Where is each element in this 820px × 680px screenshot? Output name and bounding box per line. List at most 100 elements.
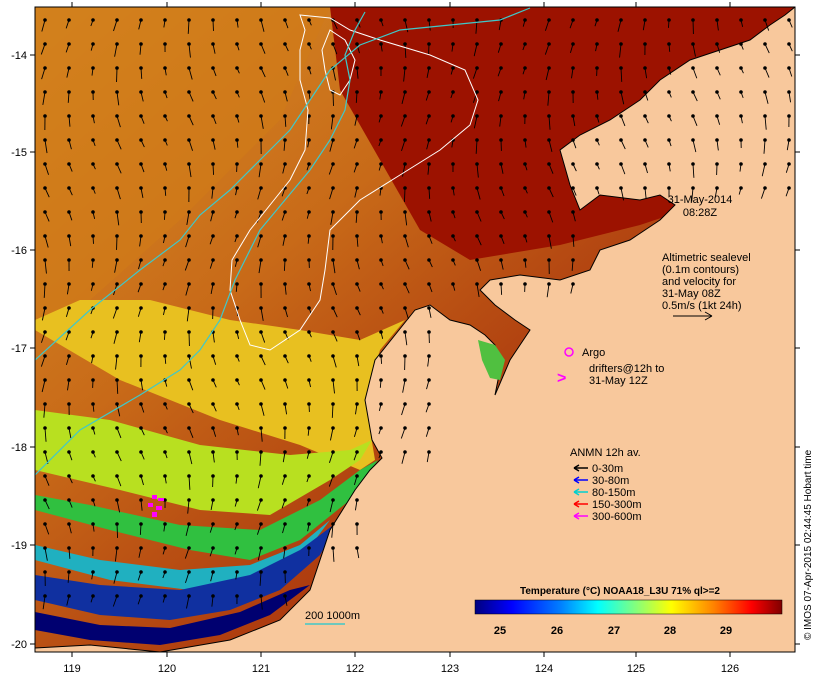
velocity-arrow	[402, 379, 406, 393]
velocity-arrow-dot	[427, 162, 431, 166]
velocity-arrow-dot	[283, 210, 287, 214]
velocity-arrow	[68, 547, 71, 559]
velocity-arrow-dot	[67, 138, 71, 142]
velocity-arrow-dot	[595, 114, 599, 118]
velocity-arrow-dot	[451, 18, 455, 22]
velocity-arrow	[188, 43, 191, 58]
velocity-arrow-dot	[763, 90, 767, 94]
velocity-arrow	[44, 523, 50, 535]
drifter-tracks	[148, 495, 164, 517]
velocity-arrow-dot	[355, 330, 359, 334]
velocity-arrow	[260, 595, 263, 610]
velocity-arrow-dot	[619, 162, 623, 166]
velocity-arrow-dot	[787, 186, 791, 190]
y-tick-label: -16	[11, 245, 27, 257]
velocity-arrow-dot	[91, 522, 95, 526]
velocity-arrow-dot	[163, 18, 167, 22]
x-tick-label: 119	[63, 663, 81, 675]
velocity-arrow-dot	[235, 210, 239, 214]
velocity-arrow-dot	[91, 42, 95, 46]
velocity-arrow-dot	[331, 330, 335, 334]
velocity-arrow-dot	[523, 114, 527, 118]
velocity-arrow	[329, 451, 334, 463]
velocity-arrow-dot	[115, 354, 119, 358]
velocity-arrow-dot	[139, 330, 143, 334]
velocity-arrow-dot	[187, 282, 191, 286]
velocity-arrow-dot	[259, 450, 263, 454]
velocity-arrow-dot	[427, 234, 431, 238]
velocity-arrow-dot	[235, 330, 239, 334]
velocity-arrow-dot	[427, 18, 431, 22]
isobath-1000m	[35, 7, 531, 361]
velocity-arrow-dot	[427, 330, 431, 334]
velocity-arrow-dot	[379, 162, 383, 166]
velocity-arrow-dot	[91, 18, 95, 22]
velocity-arrow-dot	[67, 306, 71, 310]
velocity-arrow-dot	[43, 450, 47, 454]
velocity-arrow-dot	[499, 42, 503, 46]
velocity-arrow	[620, 163, 626, 175]
velocity-arrow-dot	[67, 258, 71, 262]
velocity-arrow-dot	[643, 66, 647, 70]
velocity-arrow-dot	[547, 210, 551, 214]
velocity-arrow-dot	[427, 306, 431, 310]
velocity-arrow	[329, 427, 334, 441]
velocity-arrow-dot	[331, 234, 335, 238]
velocity-arrow-dot	[451, 258, 455, 262]
velocity-arrow-dot	[91, 570, 95, 574]
velocity-arrow-dot	[211, 450, 215, 454]
peninsula-green	[478, 340, 505, 380]
velocity-arrow	[43, 403, 46, 418]
velocity-arrow-dot	[115, 402, 119, 406]
velocity-arrow	[185, 283, 190, 296]
velocity-arrow-dot	[211, 402, 215, 406]
velocity-arrow-dot	[307, 42, 311, 46]
velocity-arrow	[67, 91, 70, 103]
velocity-arrow	[44, 547, 48, 561]
velocity-arrow	[41, 307, 46, 321]
velocity-arrow-dot	[739, 42, 743, 46]
y-axis: -14 -15 -16 -17 -18 -19 -20	[11, 50, 800, 651]
velocity-arrow-dot	[763, 138, 767, 142]
velocity-arrow-dot	[691, 138, 695, 142]
velocity-arrow	[330, 211, 334, 225]
velocity-arrow-dot	[331, 138, 335, 142]
velocity-arrow-dot	[307, 354, 311, 358]
velocity-arrow	[188, 355, 192, 369]
velocity-arrow	[184, 547, 190, 559]
velocity-arrow-dot	[523, 186, 527, 190]
velocity-arrow-dot	[211, 210, 215, 214]
velocity-arrow-dot	[331, 306, 335, 310]
velocity-arrow-dot	[235, 18, 239, 22]
velocity-arrow-dot	[475, 66, 479, 70]
velocity-arrow-dot	[211, 498, 215, 502]
velocity-arrow-dot	[91, 114, 95, 118]
velocity-arrow	[764, 91, 769, 104]
velocity-arrow-dot	[355, 138, 359, 142]
velocity-arrow-dot	[571, 114, 575, 118]
velocity-arrow-dot	[91, 594, 95, 598]
velocity-arrow-dot	[187, 234, 191, 238]
velocity-arrow-dot	[283, 594, 287, 598]
velocity-arrow-dot	[259, 546, 263, 550]
velocity-arrow	[116, 115, 121, 128]
velocity-arrow-dot	[235, 186, 239, 190]
altimetry-line-2: (0.1m contours)	[662, 264, 739, 276]
velocity-arrow-dot	[355, 498, 359, 502]
velocity-arrow	[355, 211, 358, 223]
velocity-arrow	[403, 67, 406, 82]
velocity-arrow-dot	[643, 42, 647, 46]
velocity-arrow-dot	[187, 594, 191, 598]
velocity-arrow	[140, 67, 143, 79]
velocity-arrow-dot	[475, 114, 479, 118]
velocity-arrow-dot	[379, 42, 383, 46]
velocity-arrow-dot	[259, 90, 263, 94]
velocity-arrow-dot	[307, 234, 311, 238]
altimetry-line-4: 31-May 08Z	[662, 288, 721, 300]
velocity-arrow-dot	[787, 138, 791, 142]
velocity-arrow	[332, 547, 335, 562]
velocity-arrow-dot	[91, 426, 95, 430]
velocity-arrow-dot	[283, 498, 287, 502]
velocity-arrow	[544, 19, 550, 31]
plot-frame	[34, 6, 796, 653]
